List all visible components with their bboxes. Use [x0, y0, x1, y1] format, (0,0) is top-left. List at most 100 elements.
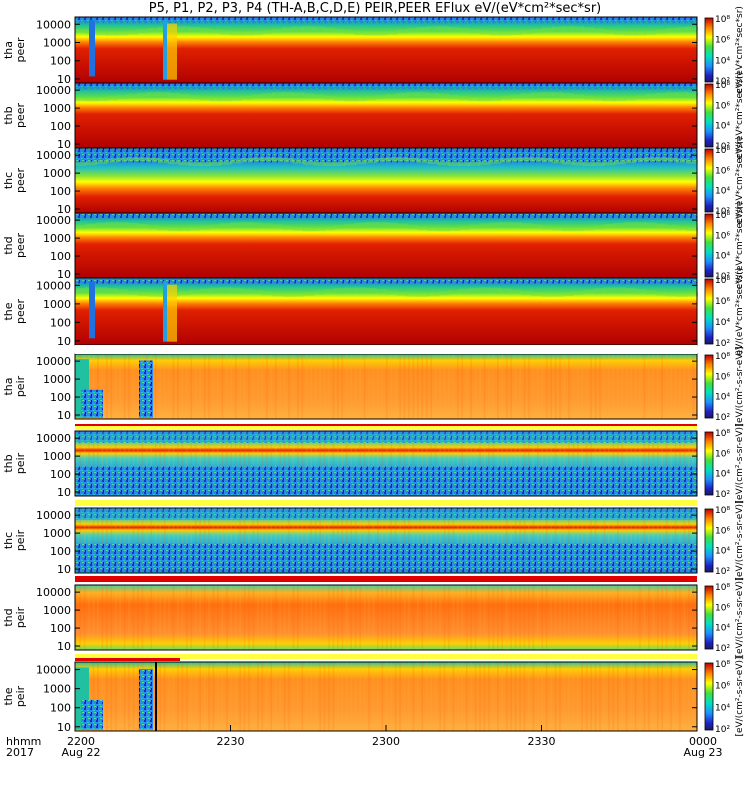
colorbar-tick-label: 10⁶ — [715, 372, 730, 382]
y-tick-label: 1000 — [43, 527, 71, 540]
colorbar-units-label: eV/(eV*cm²*sec*sr) — [735, 137, 745, 225]
y-tick-label: 1000 — [43, 232, 71, 245]
colorbar-tick-label: 10⁸ — [715, 81, 730, 91]
y-tick-label: 10000 — [36, 18, 71, 31]
panel-thc-peer: 10 100 1000 10000 thc peer — [2, 147, 698, 216]
colorbar-tick-label: 10⁴ — [715, 318, 730, 328]
colorbar-thd-peer: 10² 10⁴ 10⁶ 10⁸ eV/(eV*cm²*sec*sr) — [704, 202, 745, 290]
colorbar-tick-label: 10⁶ — [715, 682, 730, 692]
y-tick-label: 1000 — [43, 167, 71, 180]
y-tick-label: 100 — [50, 391, 71, 404]
panel-species-label: peer — [14, 299, 27, 325]
colorbar-tick-label: 10⁴ — [715, 624, 730, 634]
colorbar-tick-label: 10⁴ — [715, 470, 730, 480]
colorbar-units-label: eV/(eV*cm²*sec*sr) — [735, 202, 745, 290]
colorbar-tick-label: 10² — [715, 272, 730, 282]
y-tick-label: 10 — [57, 138, 71, 151]
y-tick-label: 1000 — [43, 298, 71, 311]
colorbar-units-label: eV/(eV*cm²*sec*sr) — [735, 6, 745, 94]
panel-thc-peir: 10 100 1000 10000 thc peir — [2, 507, 698, 576]
panel-thd-peer: 10 100 1000 10000 thd peer — [2, 212, 698, 281]
spectrogram-thb-peer — [75, 83, 697, 148]
panel-species-label: peir — [14, 452, 27, 474]
colorbar-tha-peir: 10² 10⁴ 10⁶ 10⁸ [eV/(cm²-s-sr-eV)] — [704, 346, 745, 427]
spectrogram-tha-peir — [75, 354, 697, 419]
panel-species-label: peer — [14, 168, 27, 194]
colorbar-tick-label: 10⁸ — [715, 506, 730, 516]
panel-species-label: peir — [14, 606, 27, 628]
colorbar-tick-label: 10⁶ — [715, 166, 730, 176]
panel-species-label: peir — [14, 375, 27, 397]
colorbar-tha-peer: 10² 10⁴ 10⁶ 10⁸ eV/(eV*cm²*sec*sr) — [704, 6, 745, 94]
panel-tha-peir: 10 100 1000 10000 tha peir — [2, 353, 698, 422]
spectrogram-thd-peer — [75, 213, 697, 278]
y-tick-label: 10000 — [36, 84, 71, 97]
colorbar-tick-label: 10² — [715, 567, 730, 577]
y-tick-label: 10000 — [36, 664, 71, 677]
colorbar-thc-peir: 10² 10⁴ 10⁶ 10⁸ [eV/(cm²-s-sr-eV)] — [704, 500, 745, 581]
y-tick-label: 100 — [50, 250, 71, 263]
y-tick-label: 1000 — [43, 604, 71, 617]
colorbar-tick-label: 10⁴ — [715, 393, 730, 403]
colorbar-tick-label: 10² — [715, 339, 730, 349]
y-tick-label: 10000 — [36, 509, 71, 522]
panel-species-label: peer — [14, 233, 27, 259]
y-tick-label: 10 — [57, 563, 71, 576]
panel-species-label: peer — [14, 103, 27, 129]
panel-thb-peir: 10 100 1000 10000 thb peir — [2, 430, 698, 499]
y-tick-label: 10 — [57, 73, 71, 86]
spectrogram-tha-peer — [75, 17, 697, 83]
panel-thd-peir: 10 100 1000 10000 thd peir — [2, 584, 698, 653]
y-tick-label: 10 — [57, 335, 71, 348]
x-axis-label-year: 2017 — [6, 746, 34, 759]
x-tick-label: 2330 — [528, 735, 556, 748]
y-tick-label: 100 — [50, 468, 71, 481]
y-tick-label: 10000 — [36, 214, 71, 227]
y-tick-label: 1000 — [43, 450, 71, 463]
y-tick-label: 100 — [50, 702, 71, 715]
colorbar-tick-label: 10² — [715, 725, 730, 735]
colorbar-the-peer: 10² 10⁴ 10⁶ 10⁸ eV/(eV*cm²*sec*sr) — [704, 268, 745, 355]
colorbar-tick-label: 10⁶ — [715, 231, 730, 241]
y-tick-label: 100 — [50, 120, 71, 133]
y-tick-label: 10000 — [36, 279, 71, 292]
colorbar-tick-label: 10⁸ — [715, 211, 730, 221]
colorbar-tick-label: 10⁶ — [715, 526, 730, 536]
x-tick-label: 0000 — [689, 735, 717, 748]
colorbar-tick-label: 10⁸ — [715, 429, 730, 439]
panel-probe-label: thb — [2, 106, 15, 124]
spectrogram-the-peir — [75, 662, 697, 731]
panel-probe-label: thc — [2, 172, 15, 189]
x-tick-label: 2300 — [372, 735, 400, 748]
y-tick-label: 1000 — [43, 373, 71, 386]
colorbar-units-label: [eV/(cm²-s-sr-eV)] — [735, 346, 745, 426]
x-axis-label-hhmm: hhmm — [6, 735, 41, 748]
y-tick-label: 100 — [50, 622, 71, 635]
y-tick-label: 1000 — [43, 102, 71, 115]
colorbar-tick-label: 10² — [715, 142, 730, 152]
colorbar-tick-label: 10⁴ — [715, 547, 730, 557]
y-tick-label: 10 — [57, 409, 71, 422]
x-tick-label: 2230 — [217, 735, 245, 748]
colorbar-tick-label: 10⁶ — [715, 449, 730, 459]
colorbar-tick-label: 10⁴ — [715, 122, 730, 132]
colorbar-tick-label: 10⁶ — [715, 297, 730, 307]
colorbar-units-label: [eV/(cm²-s-sr-eV)] — [735, 423, 745, 503]
y-tick-label: 1000 — [43, 36, 71, 49]
colorbar-tick-label: 10⁸ — [715, 276, 730, 286]
colorbar-the-peir: 10² 10⁴ 10⁶ 10⁸ [eV/(cm²-s-sr-eV)] — [704, 656, 745, 737]
panel-probe-label: thb — [2, 454, 15, 472]
colorbar-thd-peir: 10² 10⁴ 10⁶ 10⁸ [eV/(cm²-s-sr-eV)] — [704, 577, 745, 658]
colorbar-tick-label: 10⁸ — [715, 146, 730, 156]
panel-probe-label: tha — [2, 41, 15, 59]
colorbar-tick-label: 10⁴ — [715, 56, 730, 66]
spectrogram-thd-peir — [75, 585, 697, 650]
colorbar-tick-label: 10⁸ — [715, 583, 730, 593]
colorbar-tick-label: 10⁴ — [715, 187, 730, 197]
colorbar-tick-label: 10⁶ — [715, 101, 730, 111]
colorbar-tick-label: 10⁸ — [715, 15, 730, 25]
y-tick-label: 10000 — [36, 149, 71, 162]
colorbar-tick-label: 10² — [715, 490, 730, 500]
y-tick-label: 10 — [57, 203, 71, 216]
